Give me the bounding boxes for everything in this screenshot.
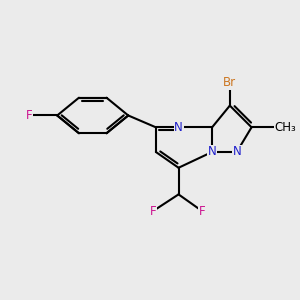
Text: F: F <box>199 205 206 218</box>
Text: N: N <box>208 146 217 158</box>
Text: N: N <box>232 146 241 158</box>
Text: F: F <box>150 205 156 218</box>
Text: CH₃: CH₃ <box>274 121 296 134</box>
Text: F: F <box>26 109 33 122</box>
Text: Br: Br <box>223 76 236 89</box>
Text: N: N <box>174 121 183 134</box>
